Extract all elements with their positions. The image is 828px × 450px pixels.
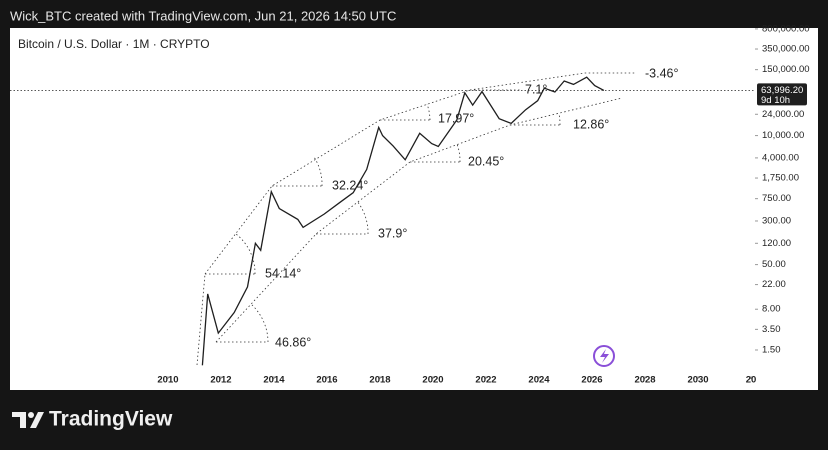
brand-logo [12, 412, 44, 428]
header: Wick_BTC created with TradingView.com, J… [10, 8, 396, 23]
y-tick-label: 350,000.00 [762, 44, 810, 55]
y-tick-label: 300.00 [762, 215, 791, 226]
angle-annotation: 46.86° [275, 335, 311, 349]
last-price-label: 63,996.20 [761, 85, 803, 96]
y-tick-label: 8.00 [762, 304, 781, 315]
x-tick-label: 20 [746, 375, 757, 386]
x-tick-label: 2022 [475, 375, 496, 386]
y-tick-label: 4,000.00 [762, 152, 799, 163]
chart-title: Bitcoin / U.S. Dollar · 1M · CRYPTO [18, 37, 210, 51]
countdown: 9d 10h [761, 95, 790, 106]
x-tick-label: 2018 [369, 375, 390, 386]
x-tick-label: 2010 [157, 375, 178, 386]
angle-annotation: 37.9° [378, 226, 407, 240]
x-tick-label: 2016 [316, 375, 337, 386]
price-line [201, 76, 605, 366]
drawings [196, 72, 635, 366]
y-tick-label: 50.00 [762, 259, 786, 270]
logo-badge [593, 345, 615, 367]
x-tick-label: 2026 [581, 375, 602, 386]
y-tick-label: 150,000.00 [762, 64, 810, 75]
y-tick-label: 10,000.00 [762, 130, 804, 141]
y-tick-label: 22.00 [762, 279, 786, 290]
angle-annotation: 20.45° [468, 154, 504, 168]
angle-annotation: 7.1° [525, 82, 547, 96]
x-tick-label: 2024 [528, 375, 550, 386]
x-tick-label: 2014 [263, 375, 285, 386]
y-tick-label: 3.50 [762, 324, 781, 335]
x-tick-label: 2020 [422, 375, 443, 386]
y-tick-label: 24,000.00 [762, 109, 804, 120]
x-tick-label: 2012 [210, 375, 231, 386]
x-tick-label: 2030 [687, 375, 708, 386]
y-tick-label: 1,750.00 [762, 173, 799, 184]
y-tick-label: 1.50 [762, 345, 781, 356]
x-tick-label: 2028 [634, 375, 655, 386]
angle-annotation: 54.14° [265, 266, 301, 280]
y-tick-label: 750.00 [762, 193, 791, 204]
angle-annotation: 12.86° [573, 117, 609, 131]
y-tick-label: 800,000.00 [762, 23, 810, 34]
y-tick-label: 120.00 [762, 238, 791, 249]
angle-annotation: 17.97° [438, 111, 474, 125]
last-price-box [757, 83, 807, 106]
angle-annotation: -3.46° [645, 66, 679, 80]
chart-panel [10, 28, 818, 390]
angle-annotation: 32.24° [332, 178, 368, 192]
brand-name: TradingView [49, 408, 173, 431]
